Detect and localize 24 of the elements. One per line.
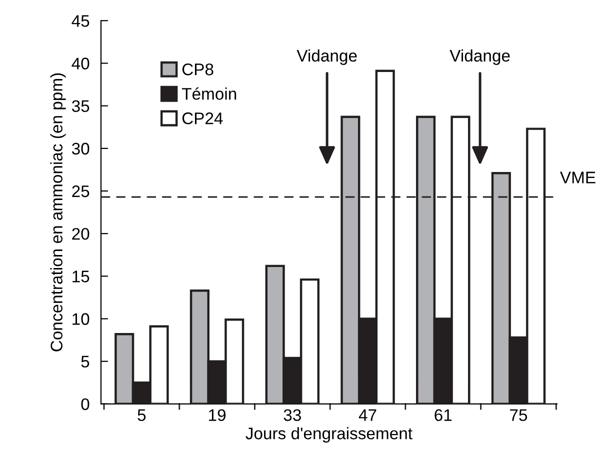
y-tick-label: 25 (72, 185, 90, 198)
y-axis-title: Concentration en ammoniac (en ppm) (50, 73, 66, 352)
x-tick-label: 19 (209, 409, 226, 422)
ref-line-label: VME (560, 172, 596, 184)
annotation: Vidange (296, 49, 357, 65)
x-tick-label: 61 (434, 409, 452, 422)
legend-label: CP8 (182, 64, 214, 76)
legend-label: Témoin (182, 87, 236, 100)
y-tick-label: 45 (72, 15, 90, 27)
legend-label: CP24 (182, 112, 223, 124)
y-tick-label: 20 (72, 228, 90, 240)
y-tick-label: 15 (72, 270, 90, 282)
annotation: Vidange (450, 49, 510, 65)
y-tick-label: 5 (81, 356, 90, 368)
y-tick-label: 35 (72, 100, 90, 112)
x-axis-title: Jours d'engraissement (246, 427, 412, 443)
y-tick-label: 40 (72, 58, 90, 70)
x-tick-label: 33 (284, 409, 301, 422)
x-tick-label: 47 (358, 409, 376, 421)
y-tick-label: 30 (72, 142, 90, 155)
y-tick-label: 10 (72, 313, 90, 325)
x-tick-label: 75 (510, 409, 528, 422)
y-tick-label: 0 (81, 398, 90, 410)
x-tick-label: 5 (138, 409, 146, 422)
